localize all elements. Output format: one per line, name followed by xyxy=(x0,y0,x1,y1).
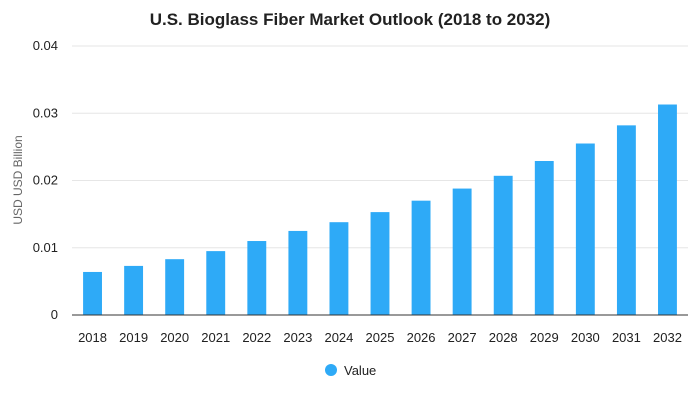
bar-2028[interactable] xyxy=(493,175,513,315)
bar-2029[interactable] xyxy=(534,160,554,315)
y-axis-ticks: 0 0.01 0.02 0.03 0.04 xyxy=(33,38,58,322)
legend[interactable]: Value xyxy=(325,363,376,378)
x-tick-label-2027: 2027 xyxy=(448,330,477,345)
x-tick-label-2029: 2029 xyxy=(530,330,559,345)
x-tick-label-2025: 2025 xyxy=(366,330,395,345)
x-tick-label-2032: 2032 xyxy=(653,330,682,345)
x-tick-label-2024: 2024 xyxy=(324,330,353,345)
y-tick-label: 0.04 xyxy=(33,38,58,53)
bars xyxy=(83,104,677,315)
bar-2020[interactable] xyxy=(165,259,185,315)
x-tick-label-2020: 2020 xyxy=(160,330,189,345)
bar-2031[interactable] xyxy=(616,125,636,315)
bar-2025[interactable] xyxy=(370,212,390,315)
bar-2024[interactable] xyxy=(329,222,349,315)
x-tick-label-2022: 2022 xyxy=(242,330,271,345)
y-tick-label: 0 xyxy=(51,307,58,322)
bar-2022[interactable] xyxy=(247,241,267,315)
y-axis-label: USD USD Billion xyxy=(11,135,25,224)
bar-2019[interactable] xyxy=(124,265,144,315)
bar-2032[interactable] xyxy=(658,104,677,315)
legend-swatch-value xyxy=(325,364,337,376)
y-tick-label: 0.03 xyxy=(33,105,58,120)
x-axis-ticks: 2018 2019 2020 2021 2022 2023 2024 2025 2026 2027… xyxy=(78,330,682,345)
bar-2026[interactable] xyxy=(411,200,431,315)
y-tick-label: 0.02 xyxy=(33,173,58,188)
x-tick-label-2023: 2023 xyxy=(283,330,312,345)
bar-2023[interactable] xyxy=(288,230,308,315)
bar-2027[interactable] xyxy=(452,188,472,315)
bar-2021[interactable] xyxy=(206,251,226,315)
x-tick-label-2026: 2026 xyxy=(407,330,436,345)
x-tick-label-2028: 2028 xyxy=(489,330,518,345)
chart-title: U.S. Bioglass Fiber Market Outlook (2018… xyxy=(150,10,551,29)
x-tick-label-2021: 2021 xyxy=(201,330,230,345)
bar-2018[interactable] xyxy=(83,271,102,315)
x-tick-label-2030: 2030 xyxy=(571,330,600,345)
y-tick-label: 0.01 xyxy=(33,240,58,255)
x-tick-label-2019: 2019 xyxy=(119,330,148,345)
bar-2030[interactable] xyxy=(575,143,595,315)
x-tick-label-2031: 2031 xyxy=(612,330,641,345)
x-tick-label-2018: 2018 xyxy=(78,330,107,345)
legend-label-value: Value xyxy=(344,363,376,378)
